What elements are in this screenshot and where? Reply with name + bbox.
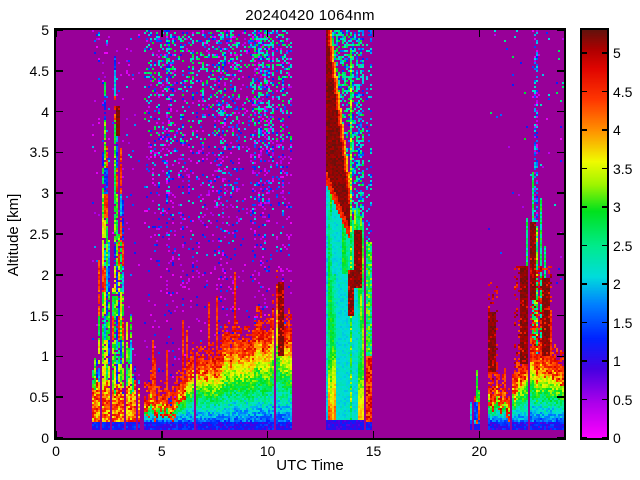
y-tick-label: 0.5 [29,389,49,406]
colorbar-tick-mark [582,244,587,247]
colorbar-tick-label: 4 [613,122,621,139]
x-tick-mark [161,431,163,438]
y-tick-mark [56,110,63,113]
y-tick-mark [56,274,63,276]
x-tick-mark-top [372,30,375,37]
x-tick-label: 0 [52,443,60,459]
y-tick-mark [56,396,63,398]
y-tick-label: 2 [41,266,49,283]
x-tick-mark-top [161,30,163,37]
x-tick-mark-top [478,30,481,37]
colorbar-tick-mark [582,321,587,324]
x-tick-mark [372,431,375,438]
y-tick-mark-right [557,396,564,398]
y-tick-mark [56,151,63,154]
colorbar-tick-label: 4.5 [613,83,633,100]
x-tick-label: 20 [471,443,488,459]
colorbar-tick-mark [582,283,587,285]
y-tick-mark-right [557,151,564,154]
y-tick-label: 3.5 [29,144,49,161]
colorbar-tick-mark-right [602,283,607,285]
colorbar-tick-label: 1.5 [613,314,633,331]
y-tick-mark-right [557,29,564,31]
x-tick-mark [55,431,57,438]
y-tick-mark-right [557,314,564,317]
y-tick-label: 5 [41,22,49,38]
colorbar [580,28,609,440]
y-tick-mark-right [557,355,564,358]
x-tick-label: 15 [365,443,382,459]
colorbar-tick-label: 2 [613,276,621,293]
y-tick-mark-right [557,233,564,235]
colorbar-tick-label: 5 [613,45,621,62]
y-tick-mark [56,233,63,235]
y-tick-label: 1 [41,348,49,365]
colorbar-tick-mark-right [602,360,607,362]
colorbar-tick-label: 0 [613,430,621,446]
x-tick-mark [478,431,481,438]
x-tick-mark-top [55,30,57,37]
x-axis-label: UTC Time [276,457,344,474]
colorbar-tick-mark-right [602,129,607,131]
heatmap-canvas [56,30,564,438]
y-tick-mark [56,70,63,72]
colorbar-tick-label: 1 [613,353,621,370]
y-tick-mark-right [557,110,564,113]
y-tick-label: 2.5 [29,226,49,242]
colorbar-tick-mark [582,206,587,208]
colorbar-tick-mark [582,52,587,54]
colorbar-tick-mark-right [602,206,607,208]
plot-area [54,28,566,440]
colorbar-gradient-canvas [582,30,607,438]
y-tick-mark-right [557,437,564,439]
colorbar-tick-label: 0.5 [613,391,633,408]
plot-title: 20240420 1064nm [245,7,375,24]
y-tick-label: 4.5 [29,62,49,79]
colorbar-tick-mark [582,360,587,362]
colorbar-tick-mark [582,90,587,93]
y-tick-label: 4 [41,103,49,120]
y-tick-label: 0 [41,430,49,446]
y-tick-mark [56,314,63,317]
y-tick-mark [56,192,63,194]
colorbar-tick-mark [582,167,587,170]
colorbar-tick-label: 3 [613,199,621,216]
colorbar-tick-label: 2.5 [613,237,633,254]
y-tick-mark-right [557,192,564,194]
y-tick-label: 1.5 [29,307,49,324]
colorbar-tick-mark-right [602,398,607,401]
x-tick-label: 10 [259,443,276,459]
colorbar-tick-mark [582,437,587,439]
x-tick-mark [266,431,269,438]
colorbar-tick-label: 3.5 [613,160,633,177]
colorbar-tick-mark-right [602,321,607,324]
y-tick-mark [56,29,63,31]
colorbar-tick-mark [582,398,587,401]
colorbar-tick-mark-right [602,244,607,247]
y-tick-mark-right [557,70,564,72]
colorbar-tick-mark-right [602,52,607,54]
y-tick-mark-right [557,274,564,276]
colorbar-tick-mark-right [602,90,607,93]
y-tick-label: 3 [41,185,49,202]
colorbar-tick-mark-right [602,437,607,439]
y-tick-mark [56,437,63,439]
colorbar-tick-mark-right [602,167,607,170]
x-tick-label: 5 [157,443,166,459]
colorbar-tick-mark [582,129,587,131]
x-tick-mark-top [266,30,269,37]
y-tick-mark [56,355,63,358]
